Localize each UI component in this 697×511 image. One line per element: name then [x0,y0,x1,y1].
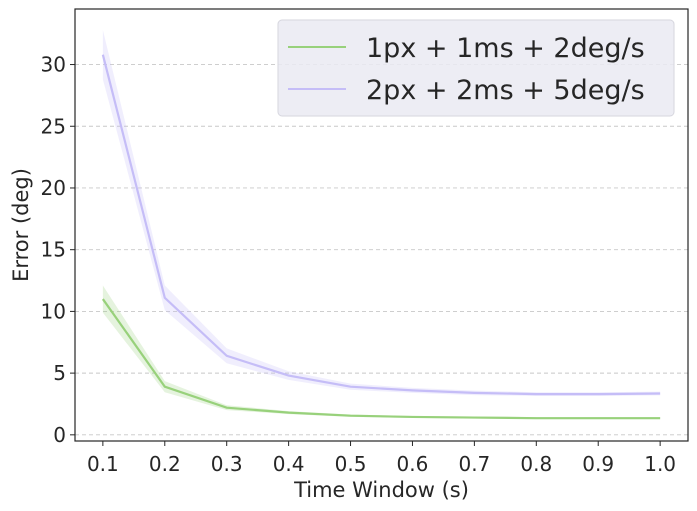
y-tick-label: 15 [41,238,66,262]
x-tick-label: 0.6 [397,452,429,476]
legend-box [277,19,675,117]
x-tick-label: 0.4 [273,452,305,476]
x-tick-label: 1.0 [644,452,676,476]
x-tick-label: 0.2 [149,452,181,476]
legend-label-series-1: 1px + 1ms + 2deg/s [366,33,645,64]
confidence-band-series-1 [102,285,661,420]
x-tick-label: 0.9 [582,452,614,476]
y-axis-ticks: 0 5 10 15 20 25 30 [41,53,75,447]
y-axis-label: Error (deg) [9,168,33,282]
x-tick-label: 0.5 [335,452,367,476]
y-tick-label: 0 [53,423,66,447]
x-tick-label: 0.1 [87,452,119,476]
x-axis-label: Time Window (s) [293,478,469,502]
x-tick-label: 0.3 [211,452,243,476]
gridlines [75,64,688,436]
y-tick-label: 25 [41,114,66,138]
series-lines [101,54,661,420]
x-axis-ticks: 0.1 0.2 0.3 0.4 0.5 0.6 0.7 0.8 0.9 1.0 [87,441,676,476]
plot-frame [74,8,689,442]
y-tick-label: 20 [41,176,66,200]
y-tick-label: 10 [41,299,66,323]
legend: 1px + 1ms + 2deg/s 2px + 2ms + 5deg/s [277,19,675,117]
y-tick-label: 5 [53,361,66,385]
x-tick-label: 0.8 [520,452,552,476]
y-tick-label: 30 [41,53,66,77]
x-tick-label: 0.7 [458,452,490,476]
legend-label-series-2: 2px + 2ms + 5deg/s [366,75,645,106]
series-line-1 [101,298,661,420]
series-line-2 [101,54,661,396]
